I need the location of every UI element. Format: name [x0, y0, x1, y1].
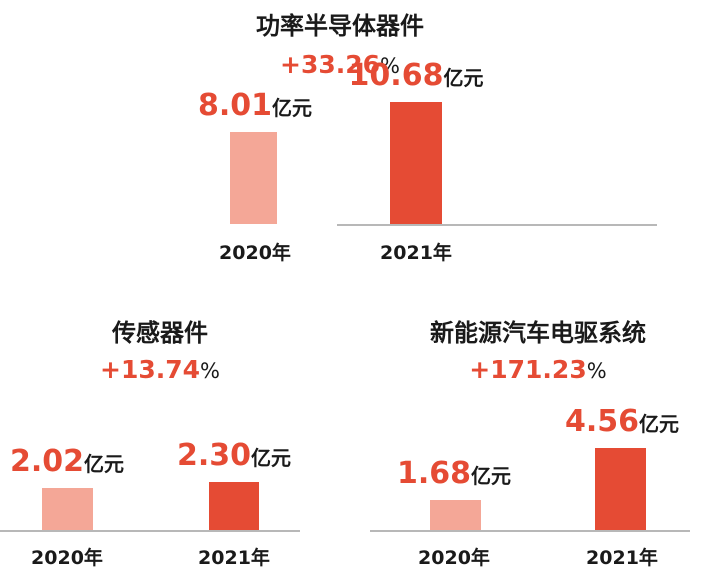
value-number: 8.01 [197, 88, 273, 123]
baseline [0, 530, 300, 532]
value-label: 10.68亿元 [341, 58, 491, 93]
baseline [337, 224, 657, 226]
value-label: 4.56亿元 [547, 404, 697, 439]
bar-2021 [595, 448, 646, 530]
x-tick-label: 2020年 [418, 547, 490, 569]
chart-title: 功率半导体器件 [256, 12, 424, 40]
x-tick-label: 2020年 [219, 242, 291, 264]
value-label: 2.02亿元 [0, 444, 137, 479]
chart-sensor-devices: 传感器件 +13.74% 2.02亿元 2020年 2.30亿元 2021年 [0, 305, 320, 580]
chart-power-semiconductor: 功率半导体器件 +33.26% 8.01亿元 2020年 10.68亿元 2021年 [160, 0, 657, 270]
growth-percent-sign: % [586, 359, 607, 383]
growth-value: +171.23 [469, 355, 587, 384]
value-number: 4.56 [564, 404, 640, 439]
growth-value: +33.26 [280, 50, 381, 79]
growth-rate: +13.74% [0, 355, 320, 384]
value-unit: 亿元 [272, 96, 313, 120]
growth-percent-sign: % [380, 54, 400, 78]
bar-2020 [230, 132, 277, 224]
value-unit: 亿元 [471, 464, 512, 488]
growth-rate: +171.23% [370, 355, 706, 384]
value-unit: 亿元 [639, 412, 680, 436]
value-number: 1.68 [396, 456, 472, 491]
value-label: 2.30亿元 [164, 438, 304, 473]
baseline [370, 530, 690, 532]
value-number: 2.30 [176, 438, 252, 473]
value-number: 2.02 [9, 444, 85, 479]
x-tick-label: 2021年 [586, 547, 658, 569]
bar-2020 [42, 488, 93, 530]
x-tick-label: 2021年 [198, 547, 270, 569]
growth-rate: +33.26% [160, 50, 520, 79]
value-unit: 亿元 [443, 66, 484, 90]
bar-2021 [390, 102, 442, 224]
value-unit: 亿元 [251, 446, 292, 470]
value-label: 8.01亿元 [180, 88, 330, 123]
value-unit: 亿元 [84, 452, 125, 476]
bar-2021 [209, 482, 259, 530]
chart-title: 新能源汽车电驱系统 [430, 319, 646, 347]
value-number: 10.68 [348, 58, 444, 93]
x-tick-label: 2020年 [31, 547, 103, 569]
growth-value: +13.74 [100, 355, 201, 384]
chart-title: 传感器件 [112, 319, 208, 347]
growth-percent-sign: % [200, 359, 220, 383]
bar-2020 [430, 500, 481, 530]
value-label: 1.68亿元 [379, 456, 529, 491]
chart-ev-drive-system: 新能源汽车电驱系统 +171.23% 1.68亿元 2020年 4.56亿元 2021年 [370, 305, 706, 580]
x-tick-label: 2021年 [380, 242, 452, 264]
